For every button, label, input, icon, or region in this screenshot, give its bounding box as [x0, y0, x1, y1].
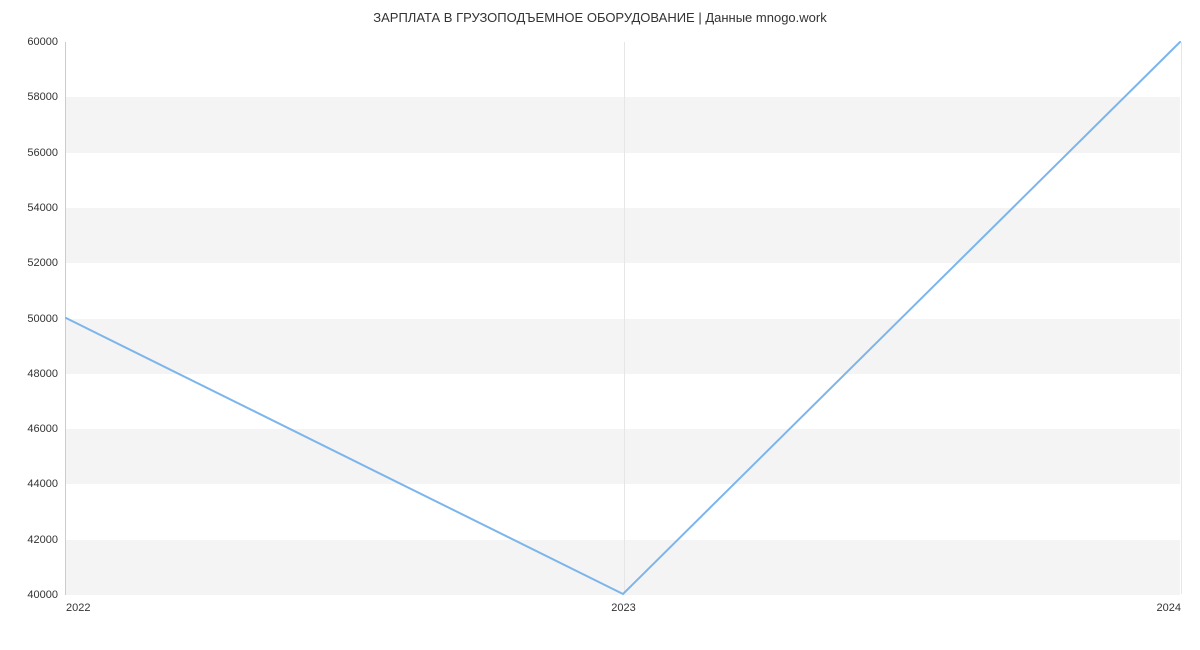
series-line [66, 42, 1180, 594]
x-tick-label: 2024 [1157, 602, 1181, 614]
chart-title: ЗАРПЛАТА В ГРУЗОПОДЪЕМНОЕ ОБОРУДОВАНИЕ |… [0, 10, 1200, 25]
y-tick-label: 60000 [27, 36, 58, 48]
y-tick-label: 42000 [27, 534, 58, 546]
y-tick-label: 48000 [27, 368, 58, 380]
y-tick-label: 46000 [27, 423, 58, 435]
y-tick-label: 40000 [27, 589, 58, 601]
plot-area: 4000042000440004600048000500005200054000… [65, 42, 1180, 595]
y-tick-label: 44000 [27, 478, 58, 490]
x-tick-label: 2022 [66, 602, 90, 614]
y-tick-label: 52000 [27, 257, 58, 269]
y-tick-label: 54000 [27, 202, 58, 214]
y-tick-label: 58000 [27, 91, 58, 103]
y-tick-label: 50000 [27, 313, 58, 325]
x-grid-line [1181, 42, 1182, 594]
x-tick-label: 2023 [611, 602, 635, 614]
salary-line-chart: ЗАРПЛАТА В ГРУЗОПОДЪЕМНОЕ ОБОРУДОВАНИЕ |… [0, 0, 1200, 650]
y-tick-label: 56000 [27, 147, 58, 159]
